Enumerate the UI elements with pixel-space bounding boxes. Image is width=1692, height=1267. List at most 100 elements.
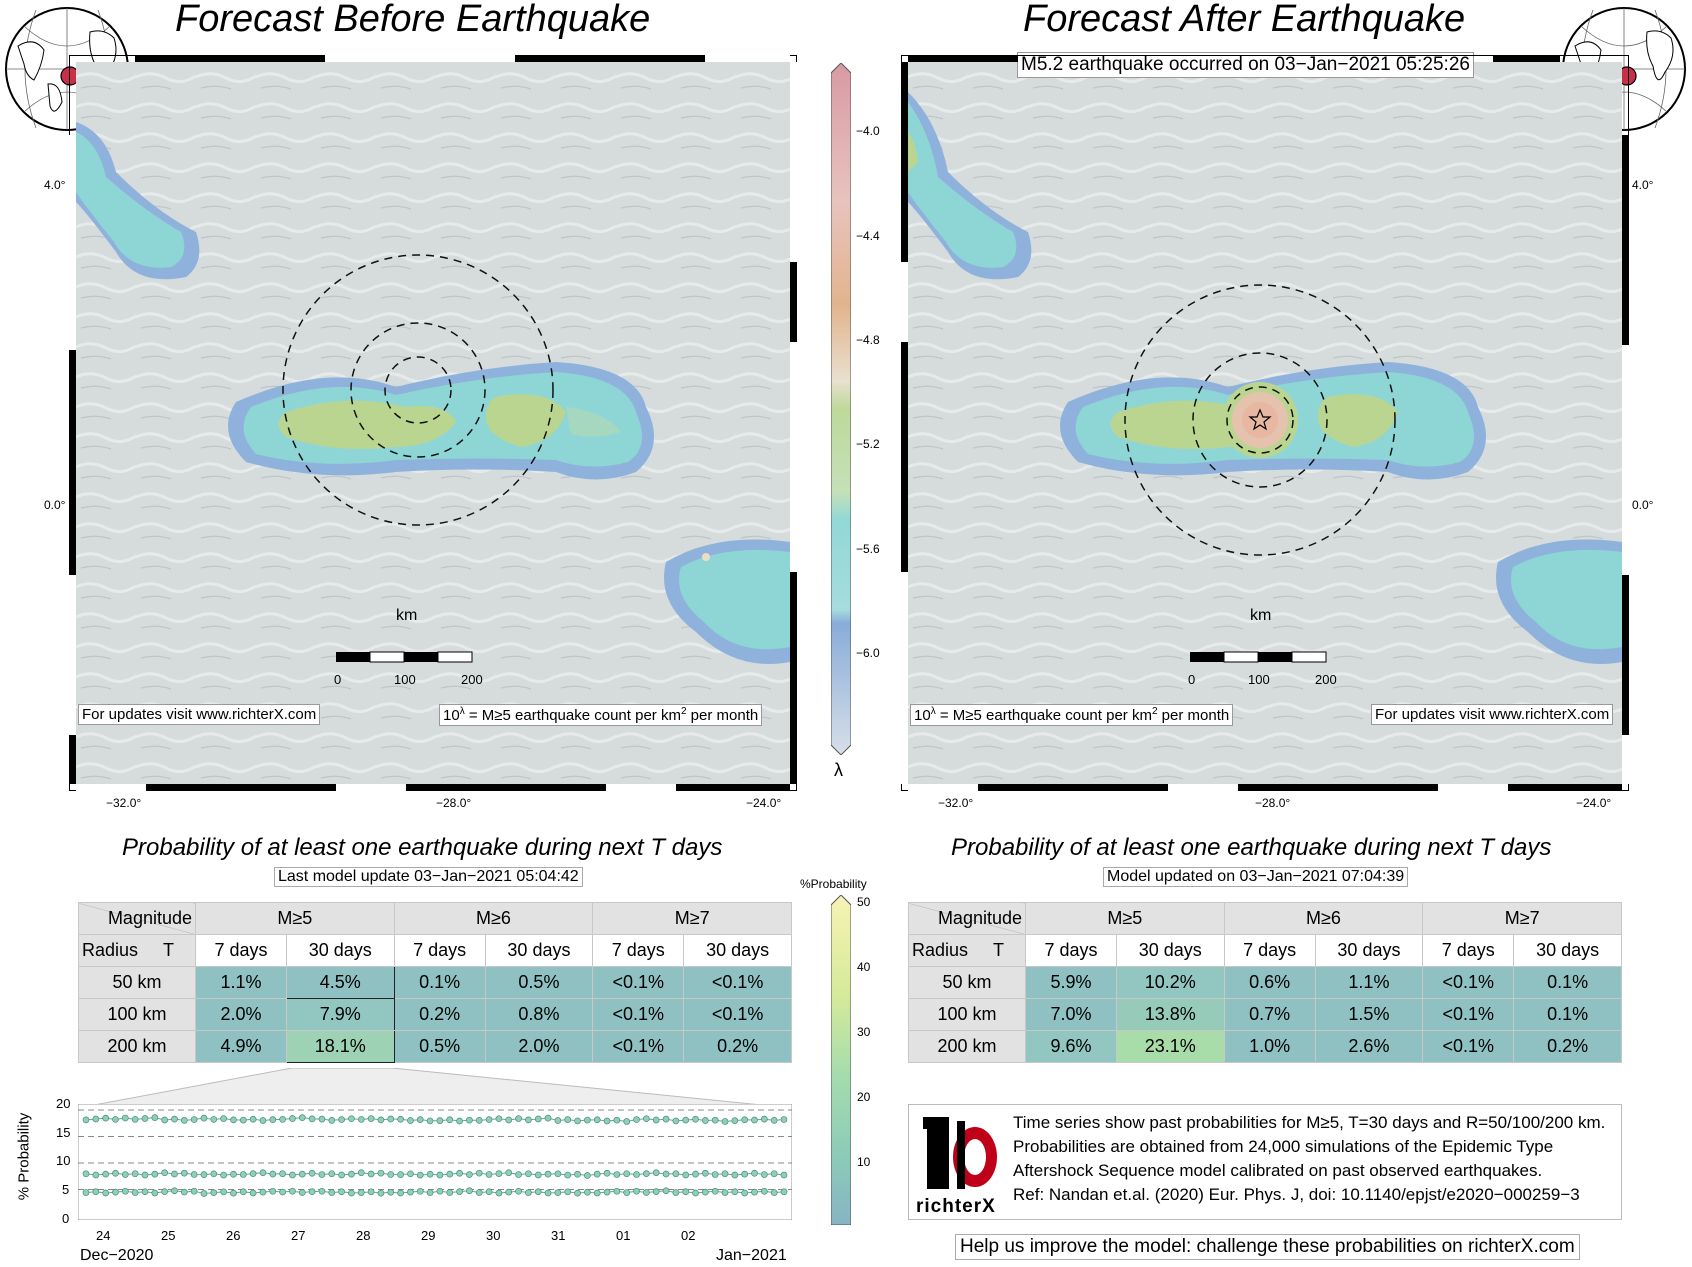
ts-xtick: 25 (161, 1228, 176, 1243)
lambda-tick-5: −5.6 (856, 542, 880, 556)
ts-point (564, 1188, 572, 1196)
ts-point (328, 1170, 336, 1178)
info-line-2: Probabilities are obtained from 24,000 s… (1013, 1137, 1554, 1156)
ts-point (721, 1170, 729, 1178)
hdr-30days: 30 days (1115, 934, 1225, 967)
prob-subtitle-left: Last model update 03−Jan−2021 05:04:42 (274, 867, 583, 887)
hdr-7days: 7 days (195, 934, 287, 967)
ts-point (613, 1116, 621, 1124)
hdr-radius: Radius (82, 940, 139, 960)
ts-point (407, 1117, 414, 1124)
forecast-map-before: km 0 100 200 For updates visit www.richt… (76, 62, 790, 784)
ts-point (308, 1115, 316, 1123)
ts-point (161, 1188, 168, 1195)
ts-point (377, 1116, 385, 1124)
prob-colorbar (830, 894, 852, 1226)
ts-point (357, 1116, 365, 1123)
ts-point (259, 1188, 267, 1196)
ts-point (682, 1188, 690, 1196)
prob-cell: <0.1% (1422, 998, 1515, 1031)
ts-point (711, 1187, 719, 1195)
left-lon-28: −28.0° (436, 796, 472, 810)
ts-point (289, 1115, 296, 1122)
prob-cell: 0.2% (683, 1030, 792, 1063)
ts-point (141, 1115, 149, 1122)
help-link[interactable]: Help us improve the model: challenge the… (955, 1234, 1580, 1260)
ts-point (348, 1189, 355, 1197)
ts-point (485, 1171, 493, 1178)
ts-point (672, 1189, 680, 1196)
ts-point (298, 1170, 306, 1178)
ts-point (82, 1170, 90, 1178)
prob-tick-50: 50 (857, 895, 871, 909)
prob-cell: 1.5% (1314, 998, 1424, 1031)
ts-ytick: 5 (62, 1182, 70, 1197)
ts-point (692, 1115, 699, 1123)
ts-point (141, 1171, 149, 1179)
hdr-magnitude: Magnitude (78, 902, 196, 935)
ts-point (643, 1189, 650, 1196)
ts-point (534, 1115, 542, 1123)
hdr-m7: M≥7 (1422, 902, 1622, 935)
ts-point (190, 1187, 198, 1195)
prob-cell: 5.9% (1025, 966, 1117, 999)
lambda-colorbar (830, 62, 852, 756)
ts-point (466, 1171, 473, 1178)
ts-xtick: 01 (616, 1228, 631, 1243)
ts-point (613, 1187, 621, 1195)
ts-point (279, 1188, 286, 1196)
ts-point (475, 1117, 483, 1124)
ts-point (721, 1118, 729, 1125)
ts-point (780, 1116, 788, 1123)
ts-point (623, 1189, 631, 1196)
ts-point (613, 1171, 621, 1178)
ts-point (338, 1171, 345, 1179)
hdr-m6: M≥6 (393, 902, 594, 935)
hdr-magnitude: Magnitude (908, 902, 1026, 935)
prob-cell: <0.1% (592, 998, 685, 1031)
ts-point (230, 1189, 237, 1197)
prob-cell: 1.1% (1314, 966, 1424, 999)
ts-point (102, 1114, 110, 1122)
info-box: richterX Time series show past probabili… (908, 1104, 1622, 1220)
ts-point (426, 1170, 434, 1178)
prob-cell: 1.0% (1223, 1030, 1316, 1063)
left-frame-bottom (76, 784, 790, 791)
ts-point (525, 1170, 532, 1178)
ts-point (161, 1169, 168, 1177)
prob-tick-40: 40 (857, 960, 871, 974)
ts-point (751, 1116, 758, 1124)
ts-point (662, 1115, 670, 1123)
ts-point (475, 1169, 483, 1177)
ts-point (603, 1188, 611, 1196)
prob-cell: 7.0% (1025, 998, 1117, 1031)
ts-point (702, 1188, 709, 1196)
ts-point (210, 1116, 218, 1123)
ts-point (584, 1116, 591, 1124)
scale-bar (336, 651, 473, 663)
prob-colorbar-title: %Probability (800, 877, 867, 891)
event-note: M5.2 earthquake occurred on 03−Jan−2021 … (1017, 52, 1474, 78)
ts-point (554, 1117, 562, 1124)
ts-xtick: 31 (551, 1228, 566, 1243)
prob-cell: 0.8% (484, 998, 594, 1031)
scale-tick-200-right: 200 (1315, 672, 1337, 687)
ts-point (652, 1188, 660, 1195)
hdr-radius: Radius (912, 940, 969, 960)
ts-point (780, 1188, 788, 1196)
ts-point (564, 1116, 572, 1123)
ts-point (623, 1118, 631, 1125)
ts-point (328, 1189, 336, 1196)
ts-point (397, 1115, 404, 1123)
ts-point (239, 1171, 247, 1178)
ts-point (544, 1170, 552, 1178)
ts-point (702, 1169, 709, 1177)
ts-point (210, 1189, 218, 1197)
ts-month-left: Dec−2020 (80, 1247, 154, 1264)
ts-point (574, 1189, 581, 1197)
right-lon-28: −28.0° (1255, 796, 1291, 810)
ts-point (436, 1171, 444, 1179)
prob-cell: 18.1% (285, 1030, 395, 1063)
ts-point (357, 1169, 365, 1177)
ts-point (102, 1189, 110, 1197)
